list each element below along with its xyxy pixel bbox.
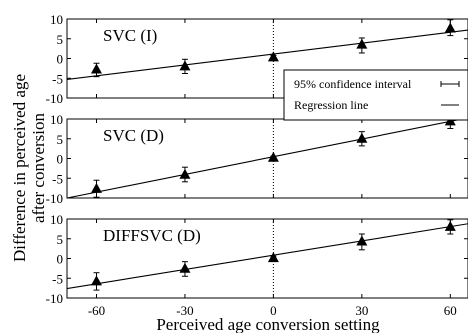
data-point-triangle (179, 60, 191, 71)
y-tick-label: 5 (57, 132, 64, 147)
panel-label: DIFFSVC (D) (103, 226, 201, 245)
data-point-triangle (444, 22, 456, 33)
data-point-triangle (90, 63, 102, 74)
data-point-triangle (179, 168, 191, 179)
legend-regression-label: Regression line (294, 98, 368, 112)
regression-line (67, 223, 468, 290)
panel-label: SVC (I) (103, 26, 157, 45)
data-point-triangle (90, 182, 102, 193)
y-tick-label: 10 (50, 112, 63, 127)
x-tick-label: 0 (270, 303, 277, 318)
legend: 95% confidence interval Regression line (283, 69, 468, 121)
data-point-triangle (356, 38, 368, 49)
y-tick-label: 10 (50, 212, 63, 227)
legend-box (283, 69, 468, 121)
data-point-triangle (267, 51, 279, 62)
y-tick-label: 0 (57, 252, 64, 267)
data-point-triangle (267, 151, 279, 162)
y-axis-label-line2: after conversion (29, 113, 48, 223)
data-point-triangle (90, 275, 102, 286)
x-tick-label: -60 (88, 303, 105, 318)
y-tick-label: 5 (57, 32, 64, 47)
y-tick-label: 10 (50, 12, 63, 27)
y-tick-label: -5 (52, 71, 63, 86)
panel-2: -10 -5 0 5 10 SVC (D) (46, 112, 468, 206)
data-point-triangle (356, 235, 368, 246)
y-tick-label: 5 (57, 232, 64, 247)
y-tick-label: 0 (57, 52, 64, 67)
y-tick-label: -10 (46, 191, 63, 206)
regression-line (67, 119, 465, 198)
x-tick-label: -30 (176, 303, 193, 318)
panel-label: SVC (D) (103, 126, 164, 145)
y-tick-label: -10 (46, 291, 63, 306)
legend-ci-label: 95% confidence interval (294, 77, 412, 91)
y-tick-label: -5 (52, 271, 63, 286)
x-tick-label: 60 (444, 303, 457, 318)
data-point-triangle (444, 220, 456, 231)
panel-3: -10 -5 0 5 10 DIFFSVC (D) -60 -30 0 30 60 (46, 212, 468, 318)
x-tick-label: 30 (355, 303, 368, 318)
y-tick-label: -10 (46, 91, 63, 106)
data-point-triangle (356, 132, 368, 143)
x-axis-label: Perceived age conversion setting (156, 315, 380, 333)
panels: -10 -5 0 5 10 SVC (I) -10 -5 0 5 10 SVC (D) -10 -5 0 5 1… (46, 12, 468, 318)
panel-1: -10 -5 0 5 10 SVC (I) (46, 12, 468, 106)
data-point-triangle (179, 262, 191, 273)
data-point-triangle (267, 252, 279, 263)
y-tick-label: -5 (52, 171, 63, 186)
y-axis-label-line1: Difference in perceived age (10, 74, 29, 262)
y-tick-label: 0 (57, 152, 64, 167)
regression-line (67, 29, 468, 80)
